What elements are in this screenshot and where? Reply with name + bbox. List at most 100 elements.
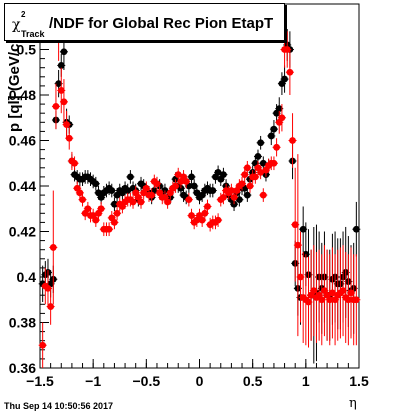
- data-point: [228, 187, 235, 194]
- data-point: [281, 75, 288, 83]
- data-point: [44, 284, 52, 292]
- data-point: [257, 168, 265, 176]
- data-point: [108, 187, 116, 194]
- data-point: [214, 168, 222, 176]
- data-point: [273, 143, 280, 151]
- data-point: [126, 173, 134, 181]
- data-point: [57, 87, 65, 94]
- data-point: [310, 287, 318, 295]
- data-point: [79, 196, 86, 204]
- x-tick-label: −1.5: [26, 373, 54, 389]
- data-point: [190, 182, 198, 190]
- data-point: [172, 182, 179, 190]
- data-point: [344, 296, 352, 304]
- data-point: [204, 203, 211, 210]
- x-tick-label: −1: [85, 373, 101, 389]
- data-point: [291, 221, 299, 229]
- data-point: [352, 225, 360, 233]
- data-point: [235, 196, 243, 204]
- data-point: [142, 184, 150, 192]
- data-point: [241, 171, 249, 179]
- data-point: [257, 139, 265, 147]
- data-point: [243, 191, 251, 199]
- data-point: [318, 296, 326, 304]
- data-point: [92, 216, 100, 224]
- data-marks: [38, 15, 361, 368]
- series-black: [38, 29, 361, 364]
- data-point: [270, 159, 278, 167]
- y-tick-label: 0.48: [9, 87, 36, 103]
- data-point: [182, 178, 190, 185]
- title-chi-symbol: χ: [12, 17, 21, 33]
- data-point: [352, 296, 360, 304]
- data-point: [57, 62, 65, 69]
- data-point: [105, 225, 113, 233]
- data-point: [153, 180, 161, 188]
- series-red: [38, 15, 361, 368]
- plot-title: /NDF for Global Rec Pion EtapT: [49, 15, 274, 32]
- data-point: [174, 171, 182, 179]
- data-point: [243, 164, 251, 172]
- data-point: [329, 289, 336, 297]
- data-point: [246, 182, 254, 190]
- data-point: [297, 273, 304, 281]
- data-point: [63, 121, 70, 128]
- data-point: [289, 137, 296, 144]
- data-point: [55, 80, 63, 88]
- data-point: [198, 216, 206, 224]
- title-subscript: Track: [21, 29, 45, 39]
- timestamp: Thu Sep 14 10:50:56 2017: [4, 401, 114, 411]
- x-tick-label: 0.5: [243, 373, 263, 389]
- data-point: [339, 287, 347, 295]
- x-tick-label: 1.5: [349, 373, 369, 389]
- data-point: [39, 341, 47, 349]
- data-point: [326, 296, 334, 304]
- x-tick-label: −0.5: [133, 373, 161, 389]
- data-point: [84, 205, 92, 213]
- data-point: [278, 114, 286, 122]
- y-tick-label: 0.5: [17, 42, 37, 58]
- y-tick-label: 0.36: [9, 360, 36, 376]
- data-point: [259, 159, 267, 167]
- data-point: [185, 196, 193, 204]
- data-point: [124, 187, 132, 194]
- x-axis-label: η: [349, 396, 357, 411]
- data-point: [275, 105, 283, 113]
- data-point: [65, 134, 73, 142]
- data-point: [230, 200, 238, 208]
- data-point: [220, 193, 227, 201]
- data-point: [137, 198, 145, 206]
- data-point: [267, 132, 275, 140]
- data-point: [76, 189, 84, 197]
- axes: −1.5 −1 −0.5 0 0.5 1 1.5 0.36 0.38 0.4 0.42 0.44 0.4…: [9, 3, 369, 389]
- data-point: [52, 102, 60, 110]
- y-tick-label: 0.42: [9, 224, 36, 240]
- data-point: [259, 191, 267, 199]
- data-point: [60, 98, 68, 106]
- data-point: [71, 159, 78, 167]
- data-point: [188, 173, 195, 181]
- data-point: [238, 180, 246, 188]
- data-point: [305, 298, 312, 306]
- data-point: [164, 198, 172, 206]
- data-point: [188, 212, 195, 219]
- data-point: [347, 289, 355, 297]
- x-tick-label: 1: [302, 373, 310, 389]
- data-point: [113, 209, 121, 217]
- data-point: [111, 219, 118, 226]
- data-point: [49, 244, 57, 251]
- data-point: [209, 187, 217, 194]
- data-point: [214, 216, 222, 224]
- data-point: [148, 191, 156, 199]
- data-point: [111, 200, 118, 208]
- y-tick-label: 0.44: [9, 178, 36, 194]
- data-point: [286, 68, 294, 76]
- data-point: [294, 241, 302, 249]
- data-point: [201, 209, 209, 217]
- data-point: [283, 46, 291, 53]
- data-point: [230, 193, 238, 201]
- data-point: [299, 225, 307, 233]
- title-superscript: 2: [21, 10, 26, 19]
- y-tick-label: 0.38: [9, 315, 36, 331]
- data-point: [220, 171, 227, 179]
